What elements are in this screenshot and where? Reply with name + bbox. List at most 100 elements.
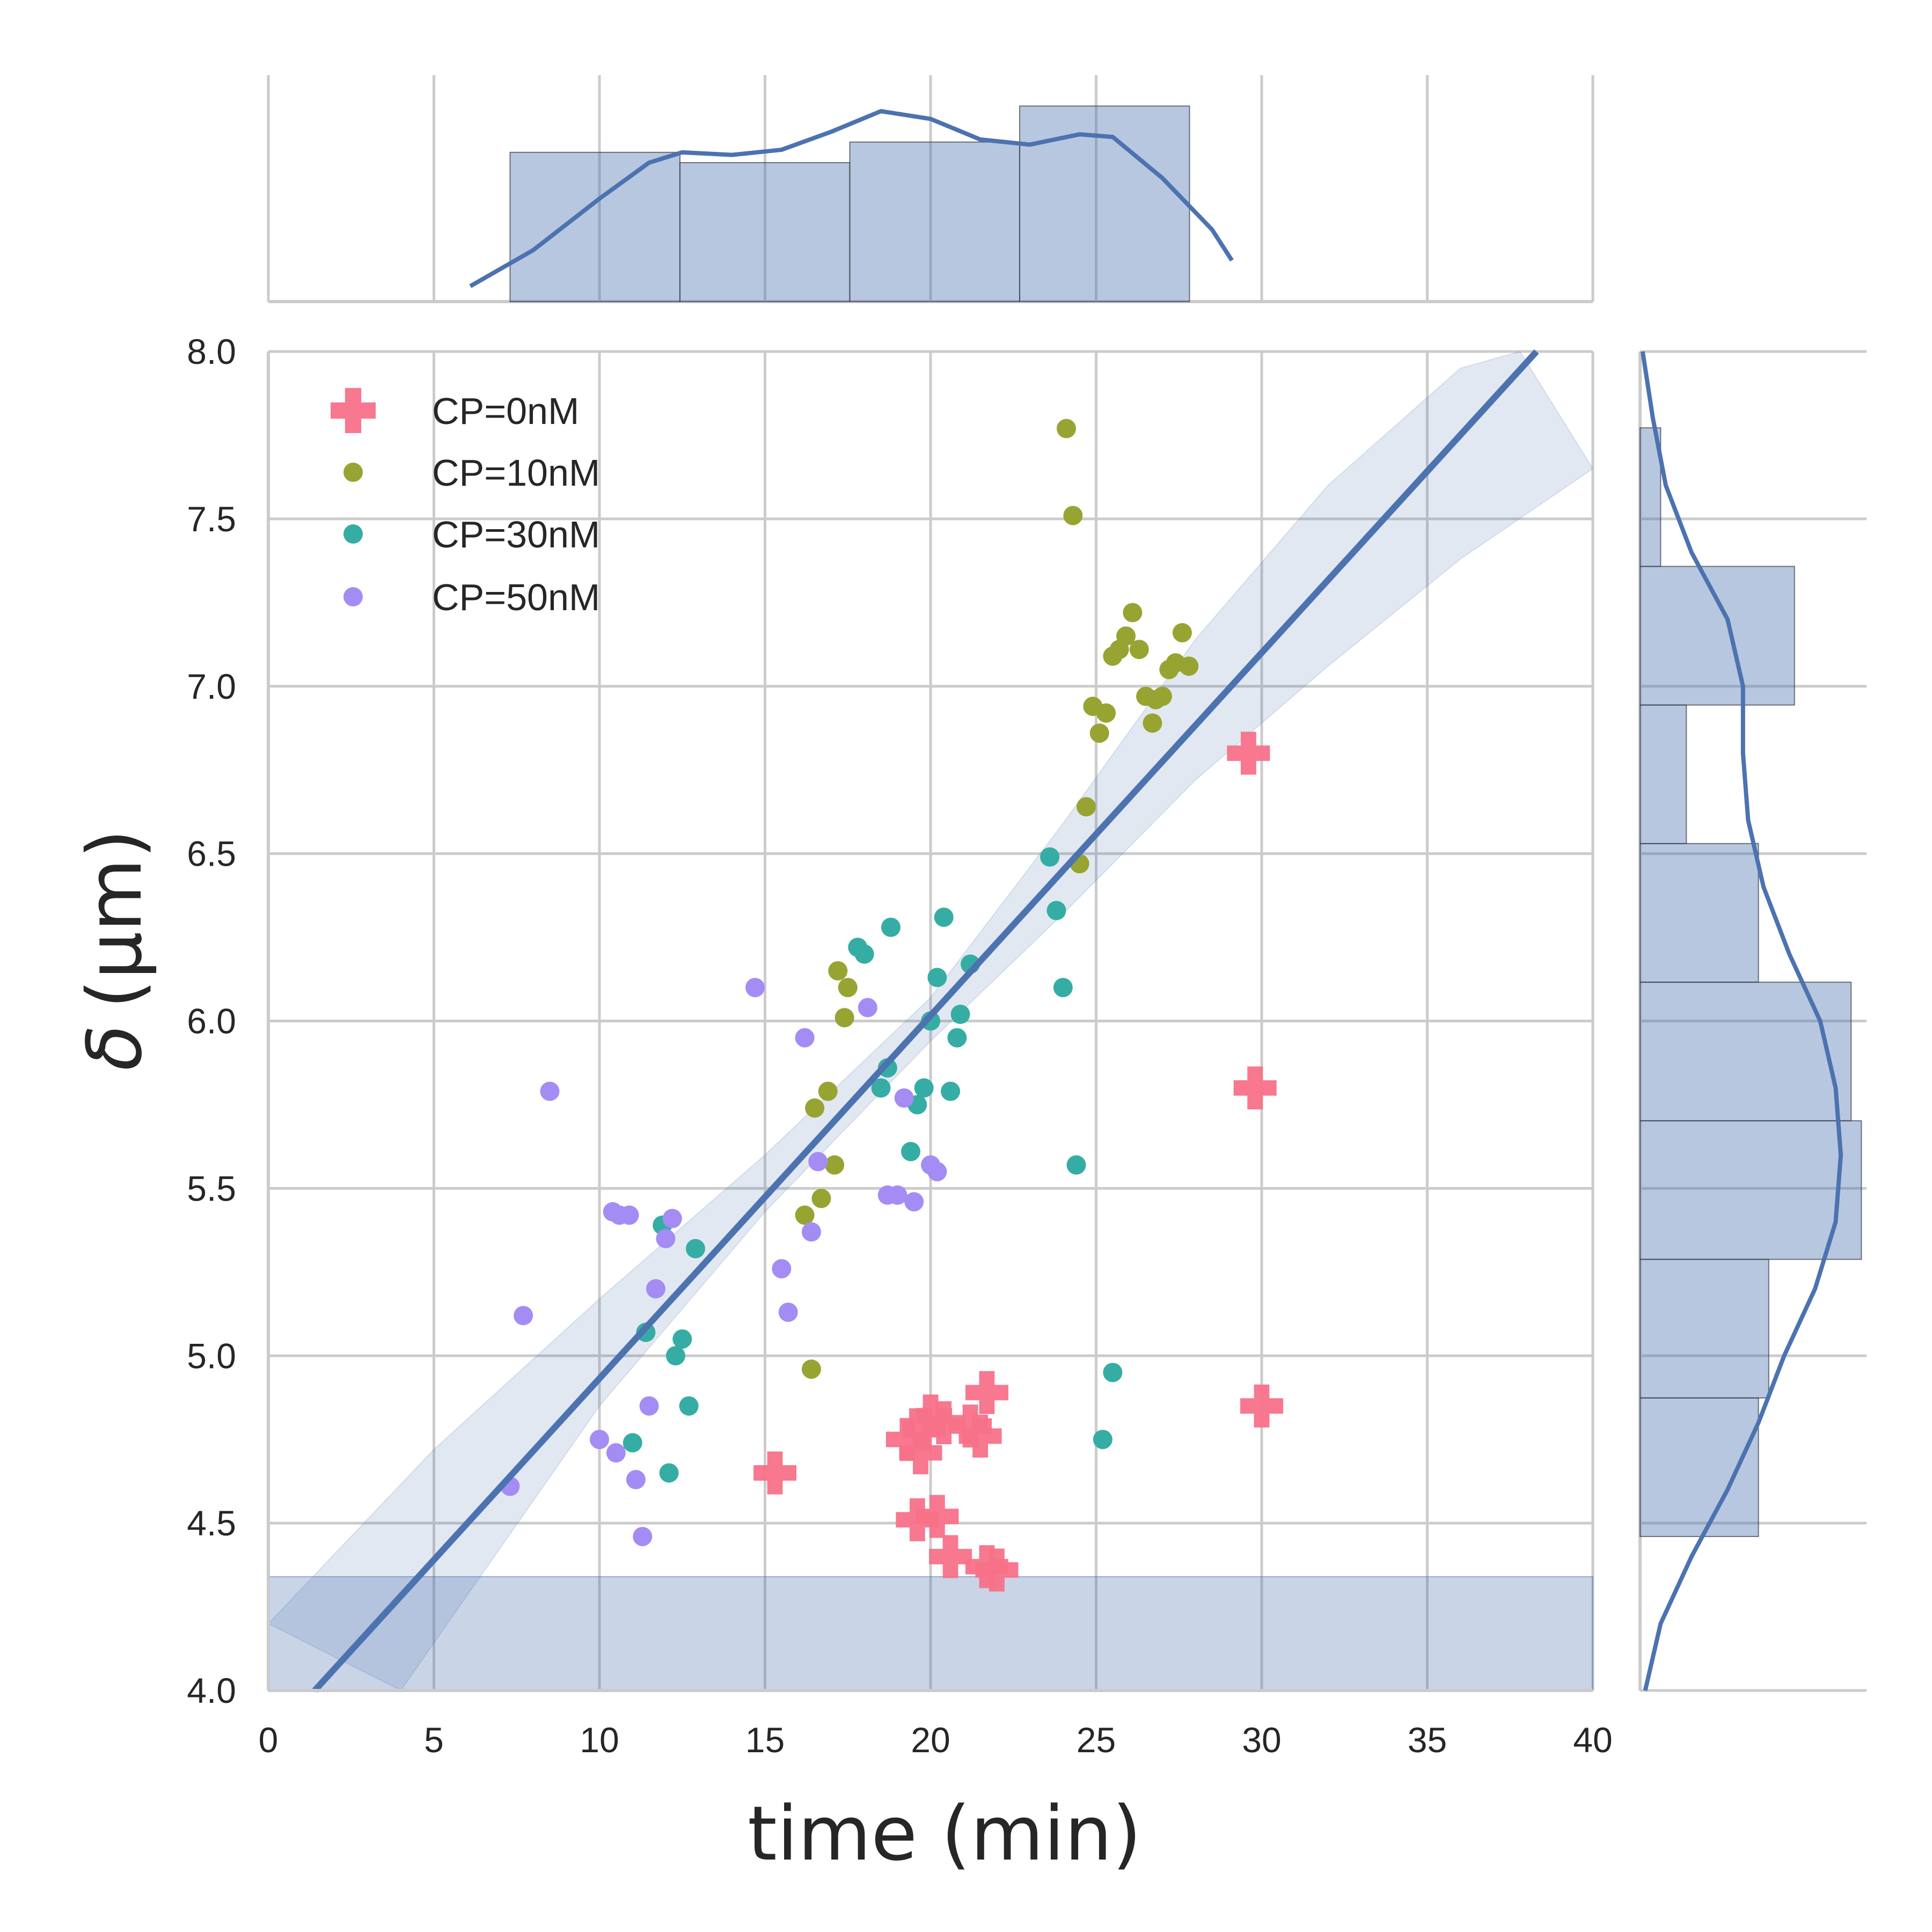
scatter-point	[894, 1088, 914, 1108]
y-tick-label: 5.0	[187, 1336, 236, 1375]
scatter-point	[818, 1081, 838, 1101]
scatter-point	[947, 1028, 967, 1048]
scatter-point	[606, 1443, 626, 1463]
y-axis-label: δ (μm)	[71, 829, 159, 1071]
scatter-point	[626, 1470, 646, 1490]
scatter-point	[888, 1185, 908, 1205]
scatter-point	[927, 968, 947, 987]
scatter-point	[679, 1396, 699, 1416]
scatter-point	[772, 1259, 792, 1279]
scatter-point-plus	[885, 1418, 929, 1461]
scatter-point	[665, 1346, 685, 1366]
scatter-point-plus	[916, 1495, 959, 1538]
series-CP=0nM	[753, 731, 1283, 1592]
legend-marker	[343, 524, 363, 544]
legend-marker	[343, 587, 363, 606]
scatter-point	[871, 1078, 891, 1098]
y-axis-label-unit: (μm)	[71, 829, 159, 1009]
scatter-point	[795, 1028, 815, 1048]
marginal-y-bar	[1640, 1120, 1862, 1260]
x-tick-label: 30	[1242, 1720, 1281, 1760]
marginal-y-bar	[1640, 1397, 1759, 1538]
scatter-point	[540, 1081, 560, 1101]
legend-label: CP=50nM	[432, 576, 600, 618]
scatter-point	[811, 1189, 831, 1209]
regression-line	[312, 349, 1539, 1693]
x-tick-label: 10	[580, 1720, 619, 1760]
scatter-point-plus	[753, 1451, 797, 1495]
scatter-point	[778, 1302, 798, 1322]
legend-label: CP=30nM	[432, 514, 600, 555]
scatter-point	[646, 1279, 665, 1299]
y-tick-label: 7.5	[187, 499, 236, 539]
scatter-point	[590, 1430, 609, 1450]
scatter-point	[656, 1228, 676, 1248]
scatter-point	[1143, 713, 1162, 733]
scatter-point	[662, 1209, 682, 1228]
scatter-point	[1103, 1363, 1123, 1382]
scatter-point	[801, 1222, 821, 1242]
scatter-point-plus	[1227, 731, 1270, 775]
y-tick-label: 4.5	[187, 1503, 236, 1543]
scatter-point	[745, 978, 765, 998]
scatter-point	[1179, 656, 1199, 676]
marginal-x-panel	[267, 75, 1594, 303]
background-bar-rect	[268, 1576, 1593, 1692]
scatter-point	[659, 1463, 679, 1483]
scatter-point	[927, 1162, 947, 1182]
scatter-point-plus	[975, 1548, 1019, 1592]
scatter-point	[1040, 847, 1060, 867]
scatter-point	[808, 1152, 828, 1172]
scatter-point	[1053, 978, 1073, 998]
x-axis-label: time (min)	[748, 1790, 1141, 1878]
scatter-point	[901, 1141, 920, 1161]
scatter-point	[1129, 640, 1149, 660]
scatter-point	[1172, 623, 1192, 642]
marginal-x-bar	[1019, 105, 1190, 303]
scatter-point-plus	[965, 1371, 1008, 1414]
scatter-point	[1046, 901, 1066, 920]
scatter-point	[685, 1239, 705, 1258]
scatter-point	[835, 1008, 854, 1028]
y-tick-label: 5.5	[187, 1168, 236, 1208]
scatter-point	[1123, 603, 1143, 623]
scatter-point	[619, 1205, 639, 1225]
scatter-point-plus	[1233, 1066, 1277, 1110]
scatter-point	[1159, 660, 1179, 679]
legend-marker	[343, 463, 363, 482]
y-tick-label: 7.0	[187, 667, 236, 706]
marginal-x-bar	[849, 141, 1020, 302]
scatter-point	[801, 1359, 821, 1379]
marginal-y-bar	[1640, 843, 1759, 983]
scatter-point-plus	[958, 1414, 1002, 1458]
scatter-point	[1056, 419, 1076, 438]
x-tick-label: 35	[1408, 1720, 1447, 1760]
scatter-point	[941, 1081, 961, 1101]
x-tick-label: 25	[1077, 1720, 1116, 1760]
x-tick-label: 40	[1573, 1720, 1612, 1760]
scatter-point	[914, 1078, 934, 1098]
marginal-x-kde	[469, 109, 1234, 288]
series-CP=30nM	[623, 847, 1123, 1483]
scatter-point	[1066, 1155, 1086, 1175]
scatter-point-plus	[949, 1404, 992, 1448]
scatter-point	[828, 961, 848, 980]
scatter-point	[639, 1396, 659, 1416]
series-CP=50nM	[500, 978, 947, 1547]
scatter-point	[854, 944, 874, 964]
scatter-point	[1063, 506, 1083, 525]
scatter-point	[1093, 1430, 1113, 1450]
scatter-point	[805, 1098, 825, 1118]
y-tick-label: 6.5	[187, 834, 236, 874]
marginal-y-bar	[1640, 1258, 1769, 1399]
legend-marker-plus	[331, 388, 376, 433]
scatter-point	[825, 1155, 845, 1175]
marginal-x-bar	[509, 151, 680, 302]
marginal-x-bar	[679, 162, 851, 302]
y-axis-label-symbol: δ	[71, 1025, 159, 1071]
regression-line-path	[312, 349, 1539, 1693]
marginal-y-panel	[1638, 350, 1867, 1692]
scatter-point	[1096, 703, 1116, 723]
marginal-y-bar	[1640, 982, 1852, 1122]
